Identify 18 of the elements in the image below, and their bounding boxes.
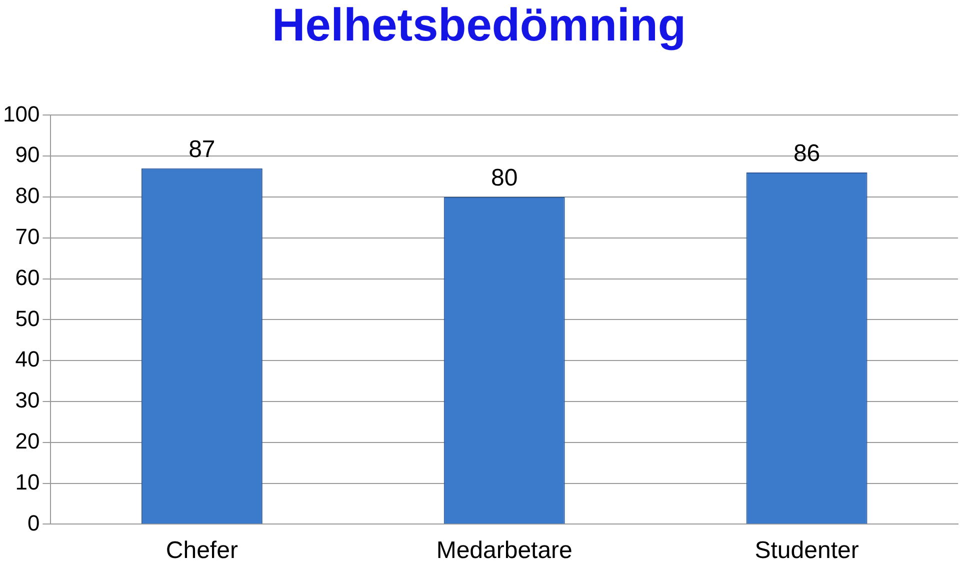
y-tick-label: 10 bbox=[15, 469, 40, 494]
y-tick-label: 20 bbox=[15, 428, 40, 454]
data-label: 87 bbox=[188, 136, 216, 163]
x-tick-label: Chefer bbox=[166, 537, 238, 564]
y-tick-label: 90 bbox=[15, 142, 40, 168]
y-tick-label: 100 bbox=[2, 101, 40, 126]
y-tick-label: 80 bbox=[15, 183, 40, 208]
y-tick-label: 0 bbox=[27, 510, 40, 536]
y-tick-label: 60 bbox=[15, 264, 40, 290]
y-tick-label: 40 bbox=[15, 346, 40, 372]
data-label: 86 bbox=[793, 140, 820, 168]
chart-title: Helhetsbedömning bbox=[272, 0, 686, 50]
data-label: 80 bbox=[491, 164, 518, 192]
x-tick-label: Studenter bbox=[754, 537, 859, 564]
y-tick-label: 70 bbox=[15, 224, 40, 249]
x-tick-label: Medarbetare bbox=[436, 537, 572, 564]
y-tick-label: 50 bbox=[15, 306, 40, 331]
y-tick-label: 30 bbox=[15, 388, 40, 413]
